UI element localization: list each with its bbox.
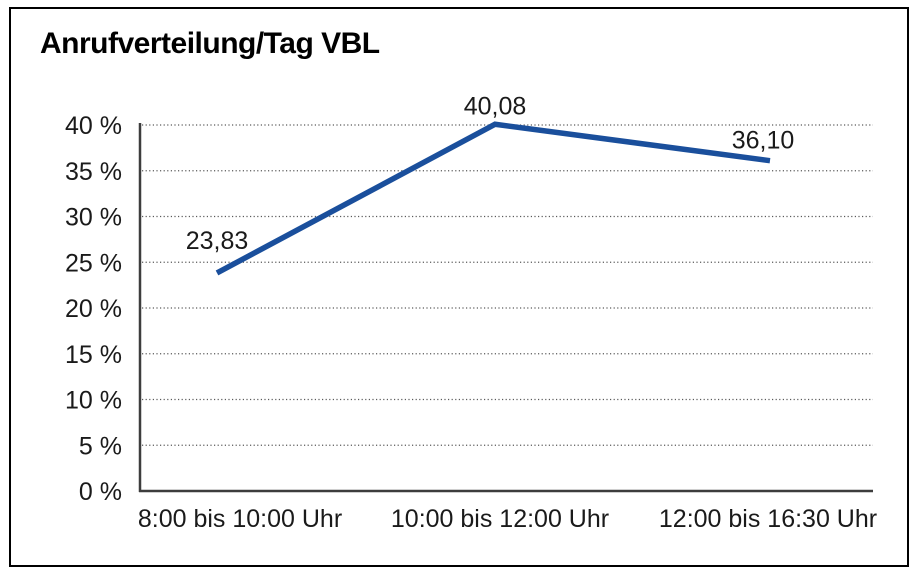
- y-tick-label: 25 %: [65, 249, 122, 277]
- y-tick-label: 35 %: [65, 158, 122, 186]
- x-axis-label: 12:00 bis 16:30 Uhr: [659, 505, 877, 533]
- y-tick-label: 0 %: [79, 478, 122, 506]
- data-label: 23,83: [186, 227, 249, 255]
- y-tick-label: 20 %: [65, 295, 122, 323]
- chart-border: [9, 7, 909, 567]
- y-tick-label: 15 %: [65, 341, 122, 369]
- data-label: 36,10: [732, 127, 795, 155]
- y-tick-label: 5 %: [79, 432, 122, 460]
- x-axis-label: 8:00 bis 10:00 Uhr: [138, 505, 342, 533]
- y-tick-label: 30 %: [65, 204, 122, 232]
- y-tick-label: 40 %: [65, 112, 122, 140]
- series-line: [215, 121, 771, 276]
- data-label: 40,08: [464, 92, 527, 120]
- y-tick-label: 10 %: [65, 387, 122, 415]
- x-axis-label: 10:00 bis 12:00 Uhr: [391, 505, 609, 533]
- chart-title: Anrufverteilung/Tag VBL: [40, 27, 380, 60]
